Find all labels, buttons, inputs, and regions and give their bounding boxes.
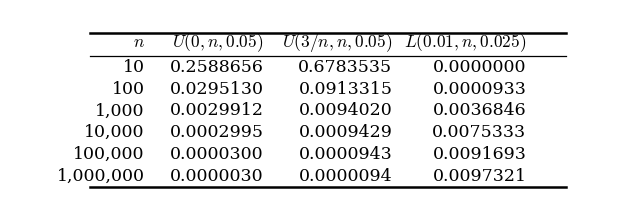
Text: 0.0036846: 0.0036846 xyxy=(433,102,527,119)
Text: 0.0000933: 0.0000933 xyxy=(433,81,527,98)
Text: 0.0029912: 0.0029912 xyxy=(170,102,264,119)
Text: $n$: $n$ xyxy=(132,34,145,51)
Text: 100: 100 xyxy=(111,81,145,98)
Text: 0.0075333: 0.0075333 xyxy=(432,124,527,141)
Text: 10,000: 10,000 xyxy=(84,124,145,141)
Text: 1,000: 1,000 xyxy=(95,102,145,119)
Text: $U(3/n,n,0.05)$: $U(3/n,n,0.05)$ xyxy=(282,31,392,54)
Text: 0.6783535: 0.6783535 xyxy=(298,59,392,76)
Text: 0.0000300: 0.0000300 xyxy=(170,146,264,163)
Text: 10: 10 xyxy=(122,59,145,76)
Text: 100,000: 100,000 xyxy=(73,146,145,163)
Text: 0.0913315: 0.0913315 xyxy=(298,81,392,98)
Text: 0.0000943: 0.0000943 xyxy=(299,146,392,163)
Text: 0.0009429: 0.0009429 xyxy=(299,124,392,141)
Text: 0.0000094: 0.0000094 xyxy=(299,168,392,185)
Text: $U(0,n,0.05)$: $U(0,n,0.05)$ xyxy=(172,32,264,54)
Text: 0.0002995: 0.0002995 xyxy=(170,124,264,141)
Text: 0.2588656: 0.2588656 xyxy=(170,59,264,76)
Text: 1,000,000: 1,000,000 xyxy=(56,168,145,185)
Text: 0.0000000: 0.0000000 xyxy=(433,59,527,76)
Text: 0.0097321: 0.0097321 xyxy=(433,168,527,185)
Text: $L(0.01,n,0.025)$: $L(0.01,n,0.025)$ xyxy=(404,32,527,54)
Text: 0.0094020: 0.0094020 xyxy=(299,102,392,119)
Text: 0.0295130: 0.0295130 xyxy=(170,81,264,98)
Text: 0.0000030: 0.0000030 xyxy=(170,168,264,185)
Text: 0.0091693: 0.0091693 xyxy=(433,146,527,163)
